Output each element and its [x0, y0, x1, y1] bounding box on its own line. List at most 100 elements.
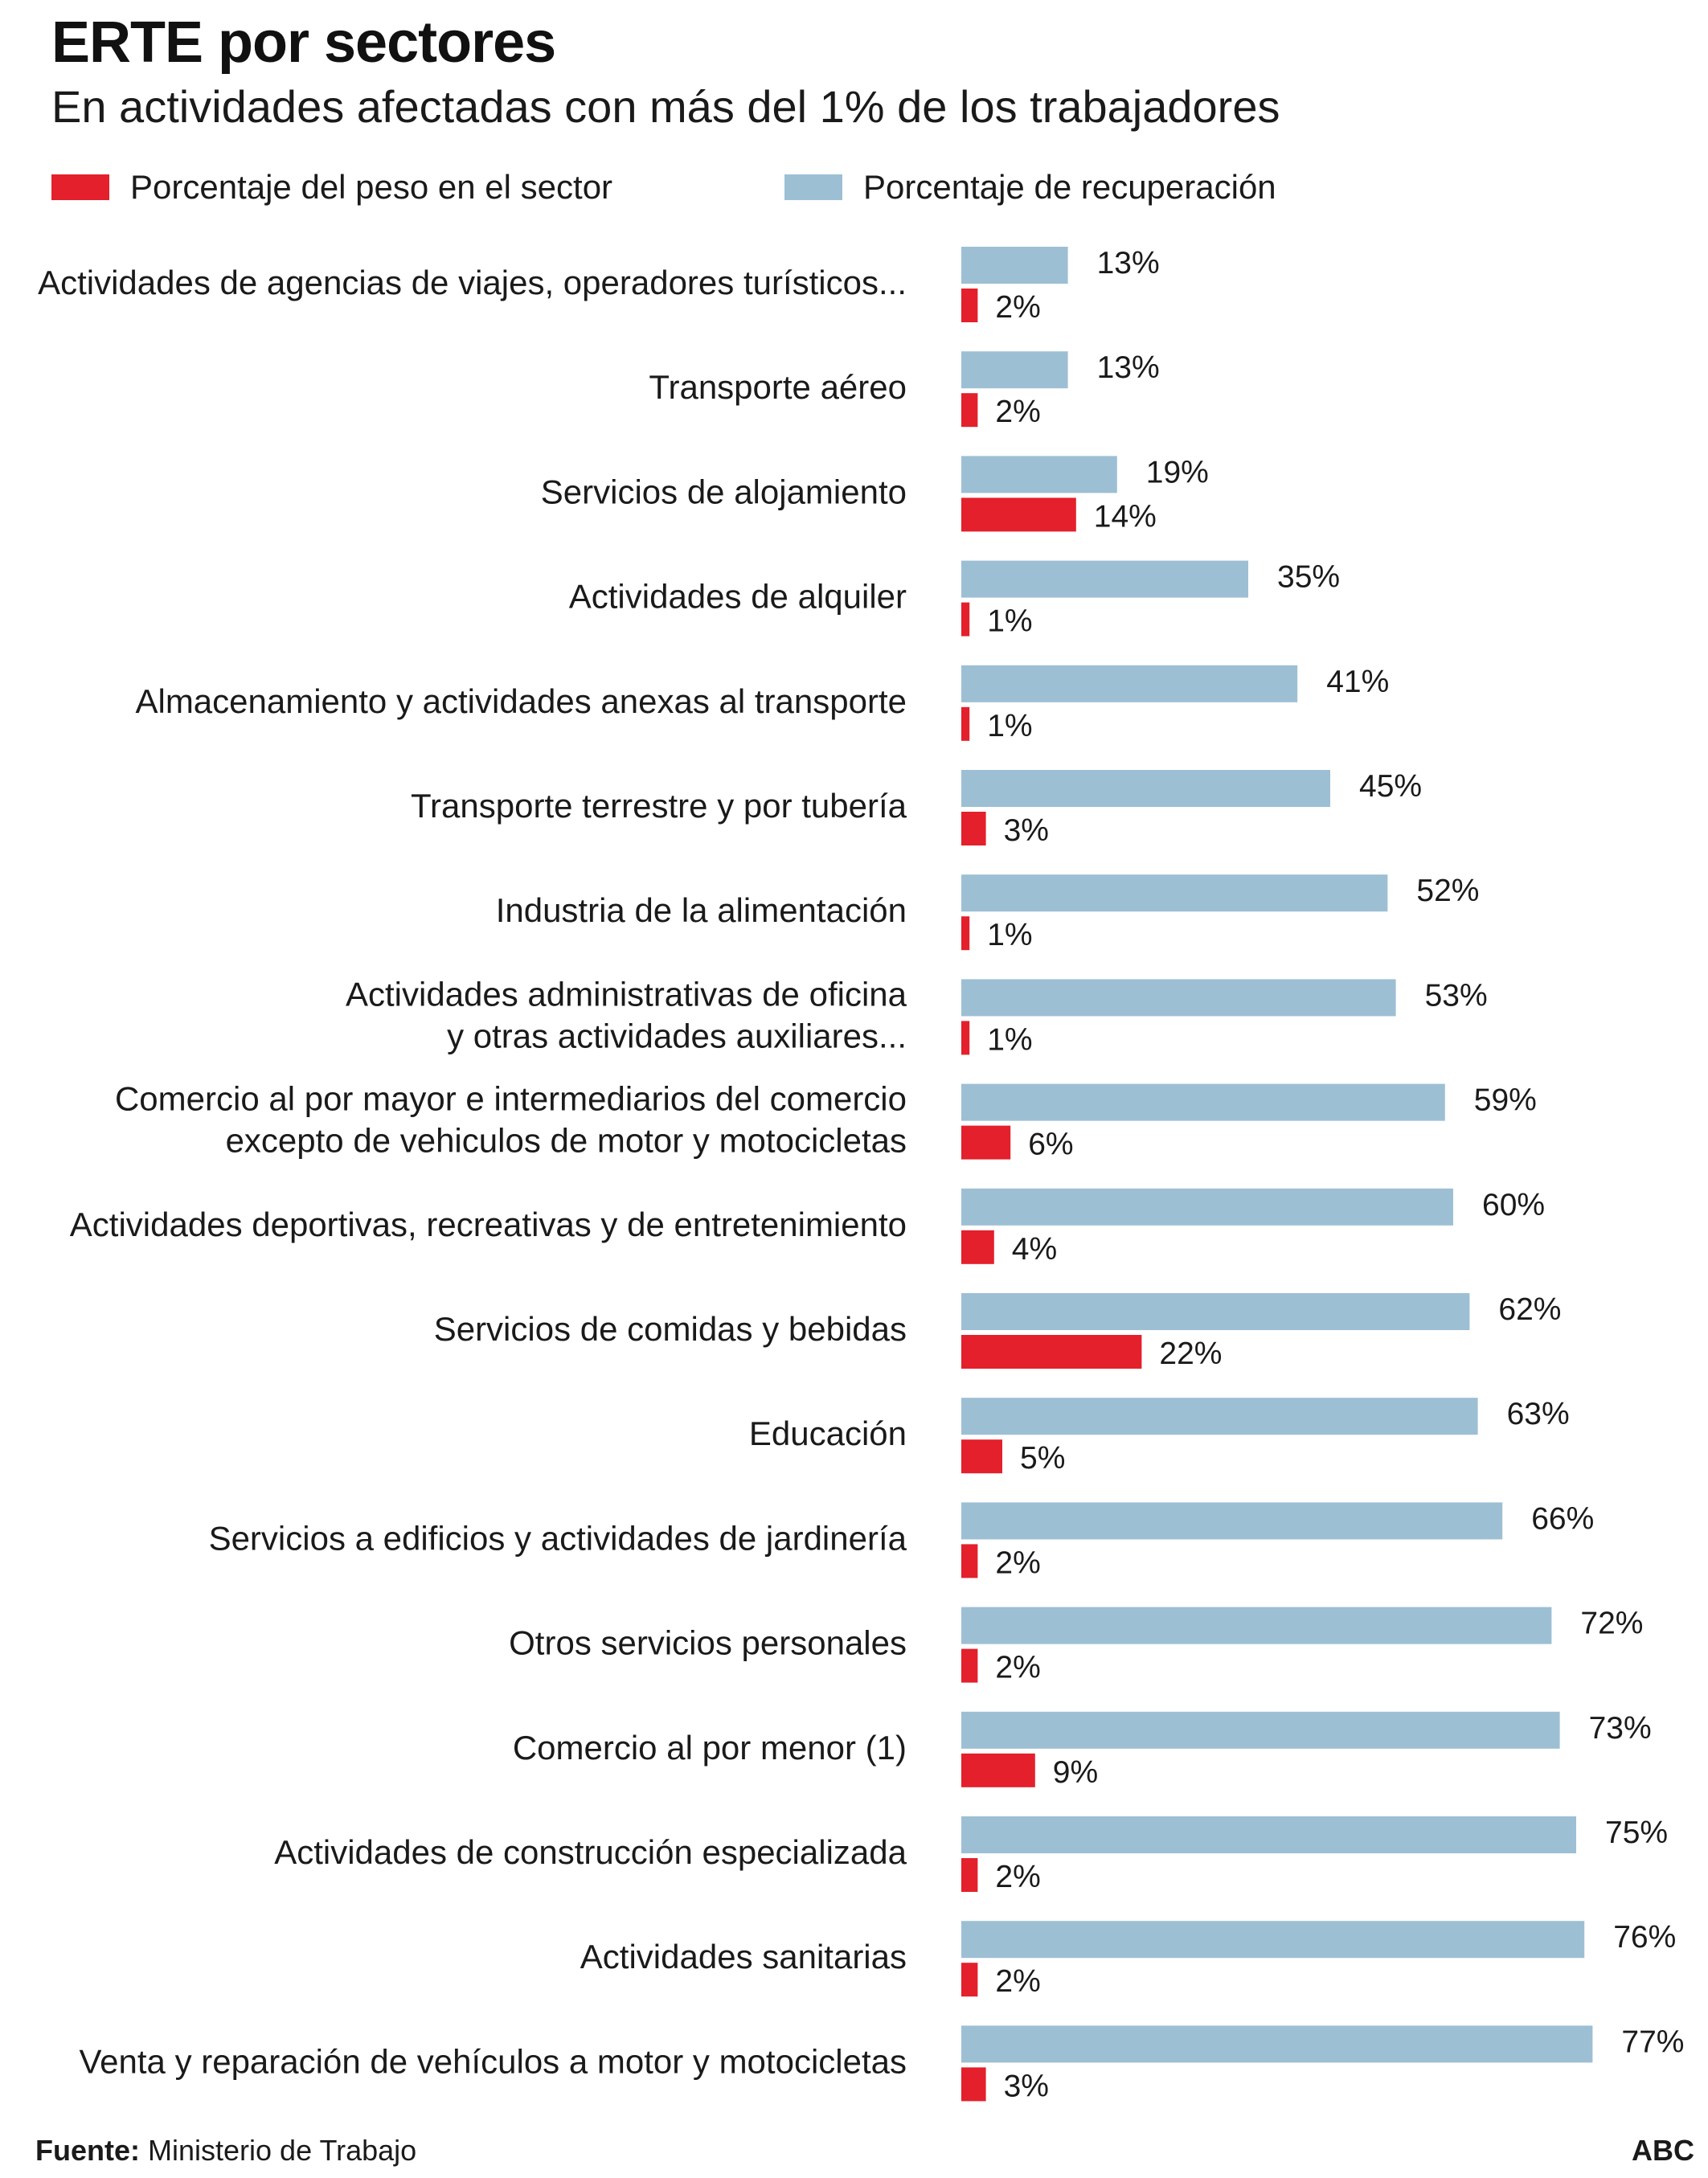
bar-recuperacion-1	[961, 351, 1068, 389]
bar-peso-7	[961, 1021, 970, 1055]
value-label-recuperacion-9: 60%	[1482, 1188, 1545, 1222]
value-label-recuperacion-4: 41%	[1326, 665, 1389, 699]
value-label-peso-1: 2%	[995, 395, 1040, 429]
value-label-peso-16: 2%	[995, 1964, 1040, 1999]
legend-label-recuperacion: Porcentaje de recuperación	[863, 168, 1276, 206]
bar-recuperacion-2	[961, 456, 1117, 493]
bar-recuperacion-9	[961, 1188, 1453, 1226]
value-label-recuperacion-11: 63%	[1507, 1397, 1570, 1431]
value-label-peso-8: 6%	[1028, 1128, 1073, 1162]
bar-recuperacion-5	[961, 770, 1330, 807]
bar-peso-4	[961, 706, 970, 741]
category-label-9: Actividades deportivas, recreativas y de…	[70, 1206, 907, 1243]
bar-peso-5	[961, 812, 986, 845]
value-label-recuperacion-10: 62%	[1498, 1292, 1561, 1327]
bar-recuperacion-17	[961, 2025, 1593, 2063]
category-label-7-line-0: Actividades administrativas de oficina	[346, 975, 907, 1013]
value-label-peso-0: 2%	[995, 290, 1040, 325]
value-label-peso-12: 2%	[995, 1545, 1040, 1580]
value-label-peso-3: 1%	[987, 604, 1032, 639]
bar-peso-6	[961, 916, 970, 951]
value-label-recuperacion-12: 66%	[1531, 1501, 1594, 1536]
bar-peso-9	[961, 1230, 994, 1264]
category-label-8-line-1: excepto de vehiculos de motor y motocicl…	[226, 1122, 907, 1160]
category-label-2: Servicios de alojamiento	[541, 473, 907, 510]
bar-peso-12	[961, 1544, 978, 1578]
page-subtitle: En actividades afectadas con más del 1% …	[51, 81, 1280, 132]
bar-peso-3	[961, 602, 970, 637]
bar-recuperacion-12	[961, 1502, 1503, 1540]
category-label-13: Otros servicios personales	[509, 1624, 907, 1662]
legend-swatch-blue	[784, 174, 842, 200]
value-label-recuperacion-17: 77%	[1621, 2024, 1684, 2059]
bar-recuperacion-7	[961, 979, 1396, 1017]
value-label-peso-6: 1%	[987, 918, 1032, 952]
bar-peso-10	[961, 1335, 1142, 1369]
legend-label-peso: Porcentaje del peso en el sector	[130, 168, 613, 206]
value-label-peso-14: 9%	[1053, 1755, 1098, 1790]
bar-peso-0	[961, 289, 978, 322]
bar-recuperacion-14	[961, 1711, 1560, 1749]
value-label-recuperacion-7: 53%	[1425, 978, 1488, 1013]
value-label-peso-15: 2%	[995, 1860, 1040, 1894]
category-label-12: Servicios a edificios y actividades de j…	[209, 1519, 907, 1557]
bar-peso-14	[961, 1753, 1035, 1787]
bar-peso-11	[961, 1439, 1002, 1474]
bar-peso-2	[961, 497, 1076, 532]
bar-recuperacion-15	[961, 1816, 1576, 1853]
bar-recuperacion-6	[961, 874, 1388, 912]
value-label-recuperacion-14: 73%	[1589, 1711, 1652, 1746]
value-label-recuperacion-8: 59%	[1474, 1083, 1537, 1118]
brand-logo: ABC	[1632, 2134, 1694, 2167]
bar-recuperacion-11	[961, 1398, 1478, 1435]
category-label-16: Actividades sanitarias	[580, 1938, 907, 1975]
bar-peso-8	[961, 1125, 1011, 1160]
category-label-15: Actividades de construcción especializad…	[274, 1833, 907, 1871]
value-label-recuperacion-0: 13%	[1097, 246, 1160, 280]
value-label-peso-4: 1%	[987, 709, 1032, 743]
source-note: Fuente: Ministerio de Trabajo	[35, 2134, 416, 2168]
category-label-11: Educación	[749, 1414, 907, 1452]
category-label-1: Transporte aéreo	[649, 368, 907, 406]
category-label-14: Comercio al por menor (1)	[513, 1729, 907, 1767]
category-label-5: Transporte terrestre y por tubería	[411, 787, 907, 825]
bar-chart: 13% 2% Actividades de agencias de viajes, …	[38, 246, 1684, 2103]
category-label-0: Actividades de agencias de viajes, opera…	[38, 264, 907, 301]
bar-peso-15	[961, 1858, 978, 1892]
value-label-recuperacion-15: 75%	[1605, 1816, 1668, 1850]
bar-recuperacion-4	[961, 665, 1298, 702]
value-label-recuperacion-5: 45%	[1359, 769, 1422, 804]
bar-peso-13	[961, 1648, 978, 1683]
value-label-peso-7: 1%	[987, 1022, 1032, 1057]
bar-peso-16	[961, 1963, 978, 1997]
bar-recuperacion-16	[961, 1921, 1585, 1959]
legend-swatch-red	[51, 174, 109, 200]
value-label-recuperacion-13: 72%	[1580, 1607, 1643, 1641]
value-label-recuperacion-16: 76%	[1613, 1920, 1676, 1955]
bar-recuperacion-3	[961, 560, 1248, 598]
bar-recuperacion-8	[961, 1083, 1445, 1121]
category-label-10: Servicios de comidas y bebidas	[434, 1310, 907, 1348]
source-label: Fuente:	[35, 2134, 140, 2167]
bar-peso-17	[961, 2067, 986, 2102]
legend-item-peso: Porcentaje del peso en el sector	[51, 167, 612, 207]
value-label-peso-2: 14%	[1094, 499, 1157, 534]
value-label-recuperacion-1: 13%	[1097, 350, 1160, 385]
value-label-peso-11: 5%	[1020, 1441, 1065, 1476]
value-label-recuperacion-6: 52%	[1416, 874, 1479, 908]
legend-item-recuperacion: Porcentaje de recuperación	[784, 167, 1276, 207]
category-label-4: Almacenamiento y actividades anexas al t…	[135, 682, 907, 720]
category-label-8-line-0: Comercio al por mayor e intermediarios d…	[115, 1080, 907, 1118]
bar-recuperacion-10	[961, 1293, 1470, 1330]
category-label-17: Venta y reparación de vehículos a motor …	[79, 2042, 907, 2080]
source-text: Ministerio de Trabajo	[148, 2134, 417, 2167]
value-label-peso-17: 3%	[1004, 2069, 1049, 2103]
value-label-peso-10: 22%	[1159, 1337, 1222, 1371]
category-label-6: Industria de la alimentación	[496, 891, 907, 929]
bar-peso-1	[961, 393, 978, 428]
value-label-peso-5: 3%	[1004, 813, 1049, 848]
category-label-3: Actividades de alquiler	[569, 578, 907, 616]
category-label-7-line-1: y otras actividades auxiliares...	[447, 1017, 907, 1054]
page-title: ERTE por sectores	[51, 10, 556, 75]
value-label-peso-9: 4%	[1012, 1232, 1057, 1267]
